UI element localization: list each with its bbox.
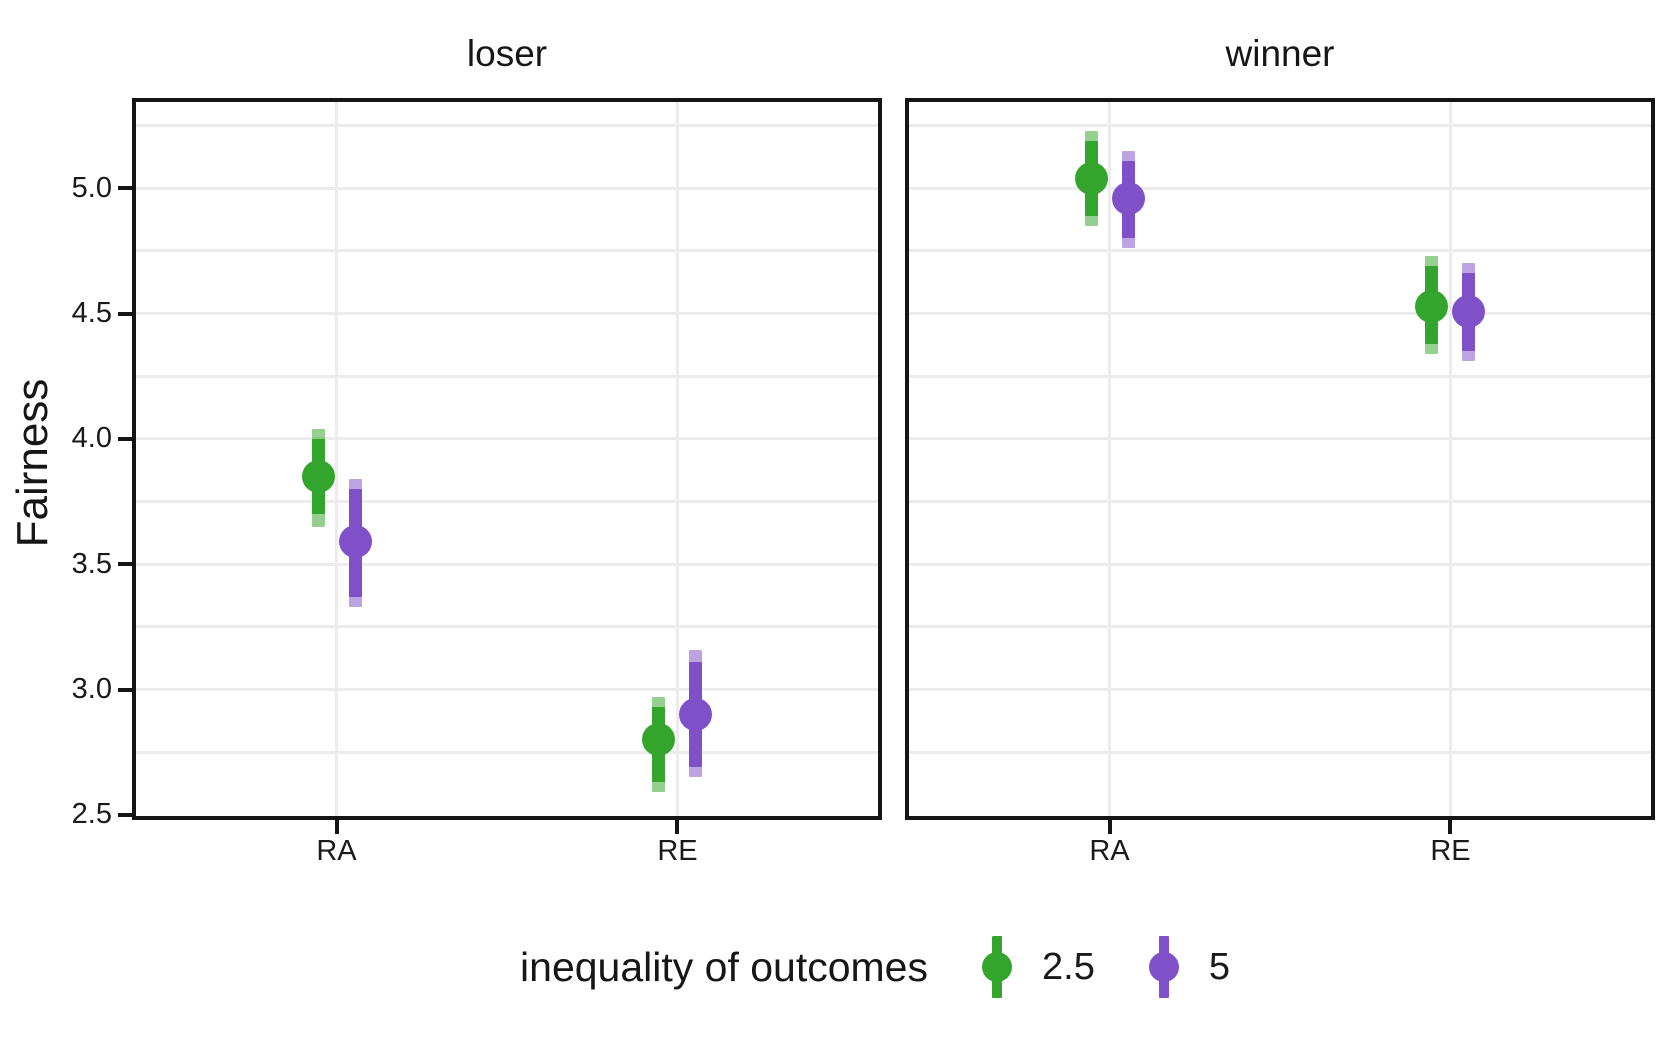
mean-point-winner-RE-5 (1452, 294, 1486, 328)
gridline-vertical-RE (1448, 102, 1452, 816)
gridline-horizontal (136, 374, 878, 378)
gridline-horizontal (909, 249, 1651, 253)
y-tick-label-5.0: 5.0 (71, 171, 112, 204)
y-tick-label-4.5: 4.5 (71, 297, 112, 330)
panel-winner (905, 98, 1655, 820)
gridline-horizontal (136, 562, 878, 566)
mean-point-loser-RA-5 (338, 525, 372, 559)
legend-key-dot (1148, 952, 1179, 982)
x-tick-label-RE: RE (657, 835, 698, 867)
gridline-horizontal (136, 625, 878, 629)
facet-title-loser: loser (466, 33, 548, 74)
panel-loser (132, 98, 882, 820)
legend-item-5: 5 (1147, 936, 1230, 998)
gridline-horizontal (909, 374, 1651, 378)
gridline-horizontal (909, 500, 1651, 504)
x-tick-label-RA: RA (316, 835, 357, 867)
gridline-horizontal (909, 688, 1651, 692)
gridline-horizontal (136, 249, 878, 253)
mean-point-winner-RA-5 (1111, 181, 1145, 215)
x-tick-RE (1448, 820, 1453, 834)
x-tick-RE (675, 820, 680, 834)
y-tick-3.0 (118, 687, 132, 692)
y-tick-3.5 (118, 562, 132, 567)
gridline-horizontal (909, 312, 1651, 316)
y-tick-label-3.0: 3.0 (71, 673, 112, 706)
gridline-horizontal (909, 124, 1651, 128)
gridline-horizontal (136, 500, 878, 504)
gridline-horizontal (909, 562, 1651, 566)
x-tick-RA (334, 820, 339, 834)
mean-point-loser-RE-5 (679, 698, 713, 732)
legend-label-5: 5 (1208, 945, 1230, 988)
legend-title: inequality of outcomes (520, 943, 928, 990)
gridline-horizontal (136, 124, 878, 128)
y-tick-2.5 (118, 812, 132, 817)
mean-point-winner-RE-2.5 (1415, 289, 1449, 323)
gridline-horizontal (909, 750, 1651, 754)
facet-title-winner: winner (1225, 33, 1335, 74)
gridline-horizontal (909, 186, 1651, 190)
legend-item-2.5: 2.5 (980, 936, 1095, 998)
x-tick-label-RA: RA (1089, 835, 1130, 867)
gridline-horizontal (136, 750, 878, 754)
gridline-vertical-RA (335, 102, 339, 816)
mean-point-winner-RA-2.5 (1074, 161, 1108, 195)
x-tick-label-RE: RE (1430, 835, 1471, 867)
y-tick-label-3.5: 3.5 (71, 547, 112, 580)
legend-key-pointrange-icon (1147, 936, 1181, 998)
legend-key-pointrange-icon (980, 936, 1014, 998)
gridline-horizontal (136, 688, 878, 692)
legend: inequality of outcomes 2.5 5 (0, 922, 1680, 1012)
mean-point-loser-RE-2.5 (642, 723, 676, 757)
y-tick-4.5 (118, 311, 132, 316)
gridline-horizontal (909, 625, 1651, 629)
gridline-horizontal (136, 186, 878, 190)
y-tick-label-4.0: 4.0 (71, 422, 112, 455)
gridline-horizontal (909, 437, 1651, 441)
legend-key-dot (982, 952, 1012, 982)
y-tick-label-2.5: 2.5 (71, 798, 112, 831)
gridline-horizontal (136, 437, 878, 441)
legend-label-2.5: 2.5 (1042, 945, 1095, 988)
mean-point-loser-RA-2.5 (301, 460, 335, 494)
y-tick-4.0 (118, 436, 132, 441)
x-tick-RA (1107, 820, 1112, 834)
y-tick-5.0 (118, 186, 132, 191)
gridline-vertical-RA (1108, 102, 1112, 816)
gridline-vertical-RE (675, 102, 679, 816)
gridline-horizontal (136, 312, 878, 316)
